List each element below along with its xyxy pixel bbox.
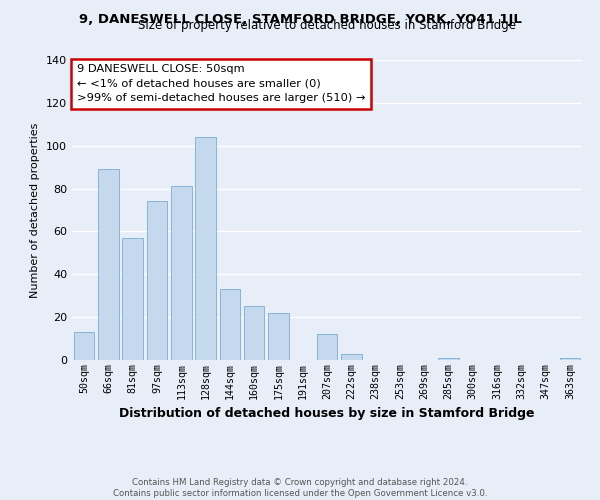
Bar (74, 332, 94, 360)
Bar (122, 238, 143, 360)
Bar (560, 358, 580, 360)
Bar (244, 306, 265, 360)
Text: Contains HM Land Registry data © Crown copyright and database right 2024.
Contai: Contains HM Land Registry data © Crown c… (113, 478, 487, 498)
Bar (195, 137, 216, 360)
Text: 9, DANESWELL CLOSE, STAMFORD BRIDGE, YORK, YO41 1JL: 9, DANESWELL CLOSE, STAMFORD BRIDGE, YOR… (79, 12, 521, 26)
Y-axis label: Number of detached properties: Number of detached properties (31, 122, 40, 298)
Title: Size of property relative to detached houses in Stamford Bridge: Size of property relative to detached ho… (138, 20, 516, 32)
Bar (438, 358, 459, 360)
Bar (146, 202, 167, 360)
Bar (98, 170, 119, 360)
Bar (171, 186, 191, 360)
Bar (220, 290, 240, 360)
Bar (341, 354, 362, 360)
Bar (268, 313, 289, 360)
Text: 9 DANESWELL CLOSE: 50sqm
← <1% of detached houses are smaller (0)
>99% of semi-d: 9 DANESWELL CLOSE: 50sqm ← <1% of detach… (77, 64, 365, 104)
Bar (317, 334, 337, 360)
X-axis label: Distribution of detached houses by size in Stamford Bridge: Distribution of detached houses by size … (119, 407, 535, 420)
